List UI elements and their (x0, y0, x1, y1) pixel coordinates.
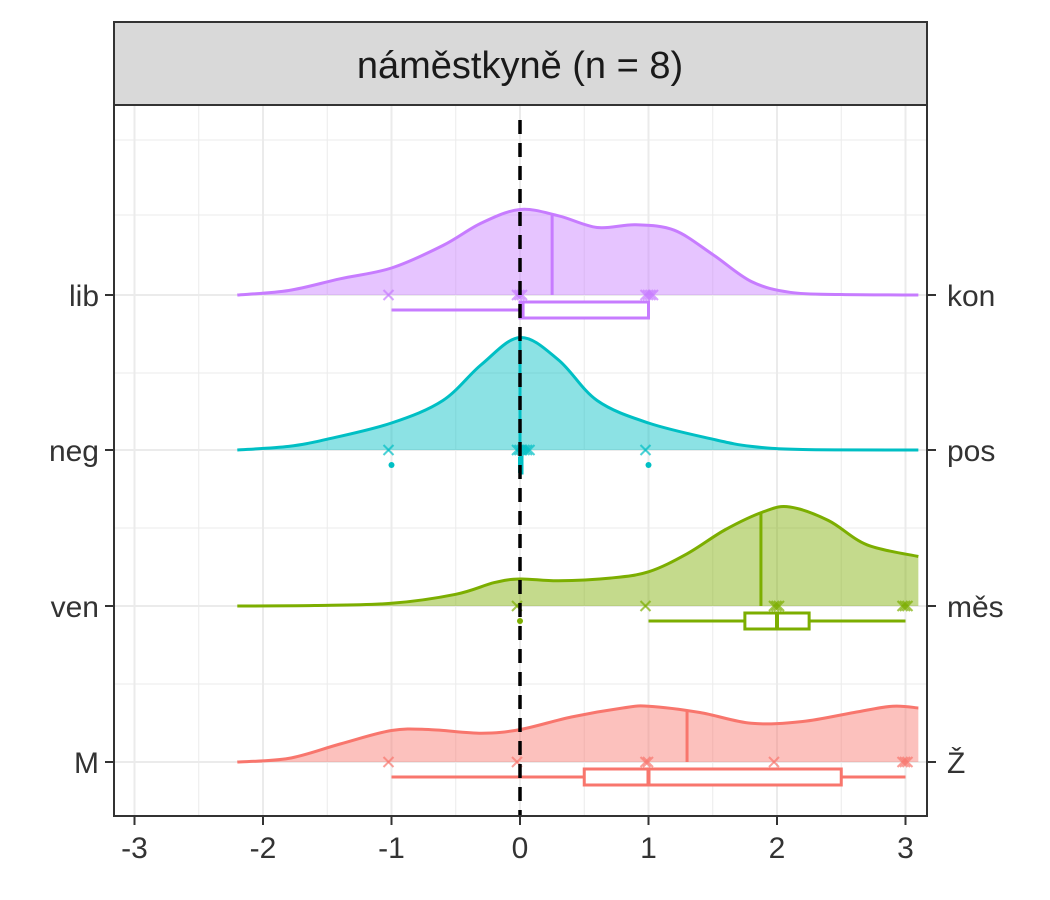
point-cross-b (511, 756, 523, 768)
data-point-neg (382, 444, 395, 456)
box-M (582, 767, 843, 787)
point-cross-b (770, 600, 783, 612)
outlier-ven (517, 618, 523, 624)
y-label-left: ven (51, 591, 99, 624)
data-point-neg (521, 444, 533, 456)
y-axis-right: kon pos měs Ž (927, 280, 1004, 780)
data-point-M (382, 756, 395, 768)
density-line-M (237, 704, 919, 764)
density-ridges (237, 207, 919, 787)
density-line-neg (237, 336, 919, 452)
data-point-lib (647, 289, 659, 301)
point-cross-b (642, 289, 654, 301)
point-cross-b (382, 289, 395, 301)
data-point-M (899, 756, 911, 768)
data-point-M (896, 756, 909, 768)
facet-title: náměstkyně (n = 8) (357, 45, 683, 87)
point-cross-b (639, 756, 652, 768)
x-tick-label: 2 (769, 832, 786, 865)
box-lib (518, 300, 650, 320)
x-tick-label: 0 (512, 832, 529, 865)
y-label-left: M (74, 747, 99, 780)
ridge-M (237, 704, 919, 787)
density-line-lib (237, 207, 919, 297)
data-point-M (642, 756, 654, 768)
density-fill-ven (237, 506, 919, 606)
y-label-right: kon (947, 280, 995, 313)
y-label-left: neg (49, 435, 99, 468)
outlier-neg (388, 462, 395, 468)
point-cross-b (644, 289, 657, 301)
data-point-M (901, 756, 914, 768)
data-point-ven (896, 600, 909, 612)
point-cross-b (896, 756, 909, 768)
point-cross-b (896, 600, 909, 612)
y-label-right: měs (947, 591, 1004, 624)
density-line-ven (237, 505, 919, 608)
y-label-right: Ž (947, 747, 965, 780)
density-fill-lib (237, 209, 919, 295)
x-tick-label: 3 (897, 832, 914, 865)
point-cross-b (521, 444, 533, 456)
x-axis: -3 -2 -1 0 1 2 3 (121, 816, 914, 865)
point-cross-b (642, 756, 654, 768)
y-axis-left: lib neg ven M (49, 280, 114, 780)
data-point-ven (639, 600, 652, 612)
y-label-left: lib (69, 280, 99, 313)
point-cross-b (647, 289, 659, 301)
ridge-ven (237, 505, 919, 631)
point-cross-b (639, 444, 652, 456)
data-point-neg (639, 444, 652, 456)
data-point-ven (768, 600, 780, 612)
data-point-M (639, 756, 652, 768)
point-cross-b (516, 289, 528, 301)
point-cross-b (639, 600, 652, 612)
point-cross-b (768, 600, 780, 612)
x-tick-label: -1 (378, 832, 405, 865)
data-point-neg (523, 444, 536, 456)
data-point-ven (770, 600, 783, 612)
point-cross-b (382, 756, 395, 768)
outlier-neg (645, 462, 652, 468)
point-cross-b (901, 756, 914, 768)
point-cross-b (523, 444, 536, 456)
point-cross-b (382, 444, 395, 456)
point-cross-b (773, 600, 785, 612)
data-point-lib (382, 289, 395, 301)
ridge-lib (237, 207, 919, 320)
data-point-ven (773, 600, 785, 612)
point-cross-b (899, 756, 911, 768)
data-point-ven (899, 600, 911, 612)
strip-background (113, 21, 928, 106)
point-cross-b (901, 600, 914, 612)
data-point-ven (901, 600, 914, 612)
point-cross-b (899, 600, 911, 612)
point-cross-b (511, 600, 523, 612)
density-fill-M (237, 705, 919, 762)
data-point-M (768, 756, 780, 768)
x-tick-label: -2 (250, 832, 277, 865)
data-point-lib (642, 289, 654, 301)
x-tick-label: 1 (640, 832, 657, 865)
point-cross-b (768, 756, 780, 768)
data-point-lib (644, 289, 657, 301)
density-fill-neg (237, 337, 919, 450)
x-tick-label: -3 (121, 832, 148, 865)
y-label-right: pos (947, 435, 995, 468)
